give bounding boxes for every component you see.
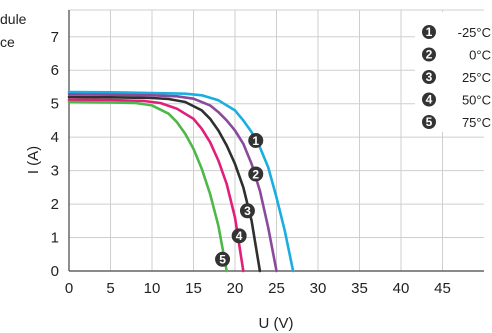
curve-marker-1 [248,133,264,148]
side-text-line-2: ce [0,34,15,50]
series-line-3 [67,95,262,273]
x-tick-label: 25 [268,280,285,297]
legend-marker-2 [422,47,436,62]
y-tick-label: 5 [51,96,59,113]
side-text-line-1: dule [0,11,27,27]
series-line-4 [67,98,245,273]
legend-label-2: 0°C [469,48,491,63]
series-line-1 [67,90,295,273]
curve-marker-label: 4 [236,229,243,243]
curve-marker-3 [239,203,255,219]
x-tick-label: 15 [185,280,202,297]
series-line-5 [67,100,228,273]
legend: 1 -25°C 2 0°C 3 25°C 4 50°C 5 75°C [415,12,492,132]
series-line-2 [67,93,278,273]
y-axis-title: I (A) [25,146,42,174]
curve-marker-label: 5 [219,253,226,267]
x-axis-title: U (V) [259,315,294,332]
y-tick-label: 1 [51,230,59,247]
legend-marker-label: 1 [426,25,433,39]
legend-label-1: -25°C [458,25,491,40]
curve-marker-label: 3 [244,204,251,218]
curve-marker-4 [231,228,247,244]
y-tick-label: 4 [51,129,59,146]
legend-marker-label: 2 [426,48,433,62]
y-tick-label: 2 [51,196,59,213]
x-tick-label: 30 [310,280,327,297]
legend-label-4: 50°C [462,93,491,108]
x-tick-label: 5 [106,280,114,297]
grid [69,9,484,271]
legend-marker-4 [422,92,436,107]
curve-marker-label: 2 [252,167,259,181]
y-tick-label: 6 [51,62,59,79]
cropped-side-text: dule ce [0,11,27,50]
x-tick-label: 35 [351,280,368,297]
legend-marker-3 [422,70,436,84]
x-tick-label: 20 [227,280,244,297]
x-tick-label: 40 [393,280,410,297]
legend-marker-1 [422,25,436,39]
legend-marker-label: 5 [426,115,433,129]
legend-label-5: 75°C [462,115,491,130]
y-tick-label: 3 [51,163,59,180]
y-tick-label: 0 [51,263,59,280]
legend-label-3: 25°C [462,70,491,85]
legend-marker-5 [422,115,436,129]
y-tick-label: 7 [51,29,59,46]
series-lines [67,90,295,273]
curve-marker-2 [248,166,264,182]
x-tick-label: 0 [65,280,73,297]
legend-marker-label: 3 [426,70,433,84]
x-tick-label: 45 [434,280,451,297]
curve-markers: 1 2 345 [215,133,264,267]
curve-marker-5 [215,251,231,267]
x-tick-label: 10 [144,280,161,297]
curve-marker-label: 1 [252,134,259,148]
legend-marker-label: 4 [426,93,433,107]
